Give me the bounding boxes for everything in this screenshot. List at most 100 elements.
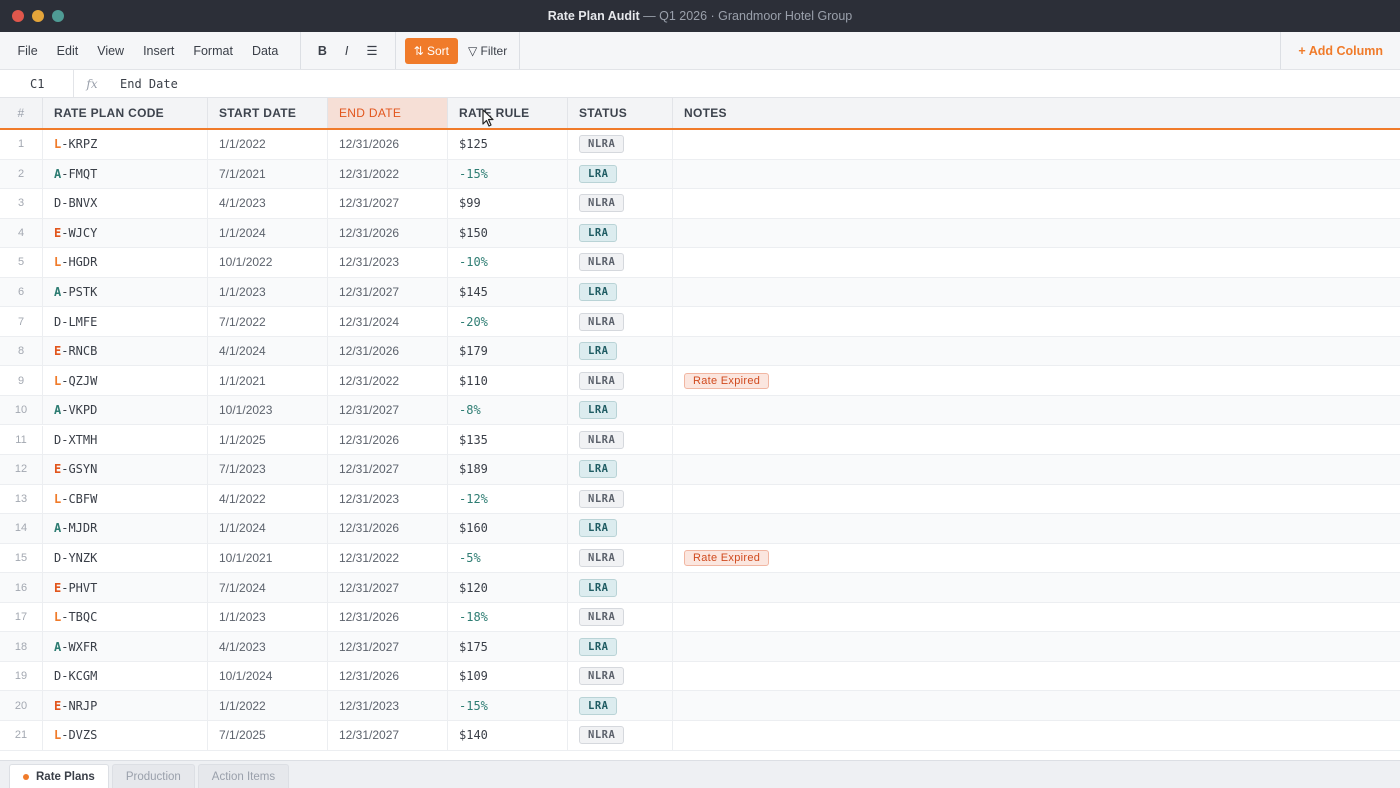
cell-rate-rule[interactable]: $109 bbox=[448, 661, 568, 691]
cell-status[interactable]: LRA bbox=[568, 218, 673, 248]
cell-rate-plan-code[interactable]: L -DVZS bbox=[43, 721, 208, 750]
cell-notes[interactable] bbox=[673, 485, 1400, 514]
cell-rate-plan-code[interactable]: L -TBQC bbox=[43, 602, 208, 632]
cell-notes[interactable] bbox=[673, 426, 1400, 455]
table-row[interactable]: 7 D -LMFE 7/1/2022 12/31/2024 -20% NLRA bbox=[0, 307, 1400, 337]
cell-end-date[interactable]: 12/31/2023 bbox=[328, 691, 448, 720]
cell-status[interactable]: NLRA bbox=[568, 721, 673, 750]
column-header-notes[interactable]: NOTES bbox=[684, 106, 727, 120]
italic-button[interactable]: I bbox=[344, 43, 349, 58]
cell-notes[interactable] bbox=[673, 160, 1400, 189]
menu-data[interactable]: Data bbox=[251, 43, 279, 58]
cell-start-date[interactable]: 4/1/2022 bbox=[208, 484, 328, 514]
cell-rate-plan-code[interactable]: E -WJCY bbox=[43, 218, 208, 248]
cell-rate-rule[interactable]: $125 bbox=[448, 130, 568, 159]
cell-status[interactable]: NLRA bbox=[568, 543, 673, 573]
cell-status[interactable]: LRA bbox=[568, 691, 673, 720]
cell-rate-rule[interactable]: -15% bbox=[448, 691, 568, 720]
table-row[interactable]: 20 E -NRJP 1/1/2022 12/31/2023 -15% LRA bbox=[0, 691, 1400, 721]
cell-rate-plan-code[interactable]: A -PSTK bbox=[43, 277, 208, 307]
cell-start-date[interactable]: 1/1/2024 bbox=[208, 514, 328, 543]
cell-notes[interactable] bbox=[673, 514, 1400, 543]
sheet-tab-production[interactable]: Production bbox=[111, 764, 195, 788]
cell-status[interactable]: NLRA bbox=[568, 130, 673, 159]
table-row[interactable]: 16 E -PHVT 7/1/2024 12/31/2027 $120 LRA bbox=[0, 573, 1400, 603]
align-icon[interactable]: ☰ bbox=[366, 44, 378, 58]
cell-end-date[interactable]: 12/31/2026 bbox=[328, 514, 448, 543]
cell-end-date[interactable]: 12/31/2026 bbox=[328, 425, 448, 454]
cell-start-date[interactable]: 10/1/2024 bbox=[208, 661, 328, 691]
cell-status[interactable]: NLRA bbox=[568, 484, 673, 514]
cell-start-date[interactable]: 10/1/2021 bbox=[208, 543, 328, 573]
cell-rate-plan-code[interactable]: D -BNVX bbox=[43, 189, 208, 218]
cell-notes[interactable]: Rate Expired bbox=[673, 366, 1400, 395]
table-row[interactable]: 19 D -KCGM 10/1/2024 12/31/2026 $109 NLRA bbox=[0, 661, 1400, 692]
cell-rate-rule[interactable]: -12% bbox=[448, 484, 568, 514]
cell-rate-rule[interactable]: $189 bbox=[448, 455, 568, 484]
minimize-window-button[interactable] bbox=[32, 10, 44, 22]
close-window-button[interactable] bbox=[12, 10, 24, 22]
cell-start-date[interactable]: 7/1/2025 bbox=[208, 721, 328, 750]
cell-rate-rule[interactable]: $120 bbox=[448, 573, 568, 602]
sheet-tab-rate-plans[interactable]: Rate Plans bbox=[9, 764, 109, 788]
cell-rate-plan-code[interactable]: A -VKPD bbox=[43, 395, 208, 425]
bold-button[interactable]: B bbox=[317, 43, 327, 58]
cell-rate-rule[interactable]: $145 bbox=[448, 277, 568, 307]
column-header-rate-plan-code[interactable]: RATE PLAN CODE bbox=[43, 98, 208, 128]
cell-start-date[interactable]: 10/1/2023 bbox=[208, 395, 328, 425]
cell-notes[interactable] bbox=[673, 721, 1400, 750]
cell-rate-plan-code[interactable]: D -YNZK bbox=[43, 543, 208, 573]
table-row[interactable]: 14 A -MJDR 1/1/2024 12/31/2026 $160 LRA bbox=[0, 514, 1400, 544]
cell-notes[interactable] bbox=[673, 130, 1400, 159]
cell-end-date[interactable]: 12/31/2022 bbox=[328, 543, 448, 573]
cell-rate-plan-code[interactable]: E -RNCB bbox=[43, 336, 208, 366]
cell-notes[interactable] bbox=[673, 307, 1400, 336]
cell-notes[interactable] bbox=[673, 691, 1400, 720]
sheet-tab-action-items[interactable]: Action Items bbox=[197, 764, 290, 788]
cell-status[interactable]: LRA bbox=[568, 573, 673, 602]
table-row[interactable]: 11 D -XTMH 1/1/2025 12/31/2026 $135 NLRA bbox=[0, 425, 1400, 455]
cell-start-date[interactable]: 7/1/2021 bbox=[208, 159, 328, 189]
table-row[interactable]: 3 D -BNVX 4/1/2023 12/31/2027 $99 NLRA bbox=[0, 189, 1400, 219]
cell-start-date[interactable]: 1/1/2021 bbox=[208, 366, 328, 395]
cell-notes[interactable] bbox=[673, 662, 1400, 691]
cell-status[interactable]: LRA bbox=[568, 277, 673, 307]
cell-start-date[interactable]: 1/1/2023 bbox=[208, 277, 328, 307]
cell-rate-rule[interactable]: -15% bbox=[448, 159, 568, 189]
cell-status[interactable]: NLRA bbox=[568, 661, 673, 691]
cell-rate-rule[interactable]: -20% bbox=[448, 307, 568, 336]
cell-end-date[interactable]: 12/31/2022 bbox=[328, 366, 448, 395]
table-row[interactable]: 5 L -HGDR 10/1/2022 12/31/2023 -10% NLRA bbox=[0, 248, 1400, 278]
cell-rate-rule[interactable]: -8% bbox=[448, 395, 568, 425]
menu-file[interactable]: File bbox=[17, 43, 38, 58]
column-header-start-date[interactable]: START DATE bbox=[208, 98, 328, 128]
cell-reference[interactable]: C1 bbox=[0, 70, 74, 97]
cell-rate-rule[interactable]: $140 bbox=[448, 721, 568, 750]
cell-rate-rule[interactable]: $110 bbox=[448, 366, 568, 395]
cell-start-date[interactable]: 7/1/2022 bbox=[208, 307, 328, 336]
cell-rate-plan-code[interactable]: D -KCGM bbox=[43, 661, 208, 691]
cell-notes[interactable] bbox=[673, 573, 1400, 602]
cell-notes[interactable] bbox=[673, 603, 1400, 632]
table-row[interactable]: 15 D -YNZK 10/1/2021 12/31/2022 -5% NLRA Rate E… bbox=[0, 543, 1400, 574]
cell-start-date[interactable]: 1/1/2022 bbox=[208, 130, 328, 159]
cell-start-date[interactable]: 4/1/2023 bbox=[208, 632, 328, 661]
cell-start-date[interactable]: 1/1/2025 bbox=[208, 425, 328, 454]
menu-format[interactable]: Format bbox=[193, 43, 233, 58]
cell-status[interactable]: LRA bbox=[568, 632, 673, 661]
cell-rate-plan-code[interactable]: E -NRJP bbox=[43, 691, 208, 720]
cell-rate-plan-code[interactable]: E -GSYN bbox=[43, 455, 208, 484]
cell-start-date[interactable]: 1/1/2023 bbox=[208, 602, 328, 632]
cell-end-date[interactable]: 12/31/2023 bbox=[328, 484, 448, 514]
cell-rate-plan-code[interactable]: A -FMQT bbox=[43, 159, 208, 189]
table-row[interactable]: 10 A -VKPD 10/1/2023 12/31/2027 -8% LRA bbox=[0, 395, 1400, 426]
cell-rate-plan-code[interactable]: L -HGDR bbox=[43, 248, 208, 277]
cell-rate-rule[interactable]: $175 bbox=[448, 632, 568, 661]
table-row[interactable]: 12 E -GSYN 7/1/2023 12/31/2027 $189 LRA bbox=[0, 455, 1400, 485]
table-row[interactable]: 21 L -DVZS 7/1/2025 12/31/2027 $140 NLRA bbox=[0, 721, 1400, 751]
cell-start-date[interactable]: 7/1/2023 bbox=[208, 455, 328, 484]
cell-start-date[interactable]: 1/1/2022 bbox=[208, 691, 328, 720]
cell-notes[interactable] bbox=[673, 219, 1400, 248]
cell-end-date[interactable]: 12/31/2027 bbox=[328, 573, 448, 602]
cell-status[interactable]: NLRA bbox=[568, 425, 673, 454]
